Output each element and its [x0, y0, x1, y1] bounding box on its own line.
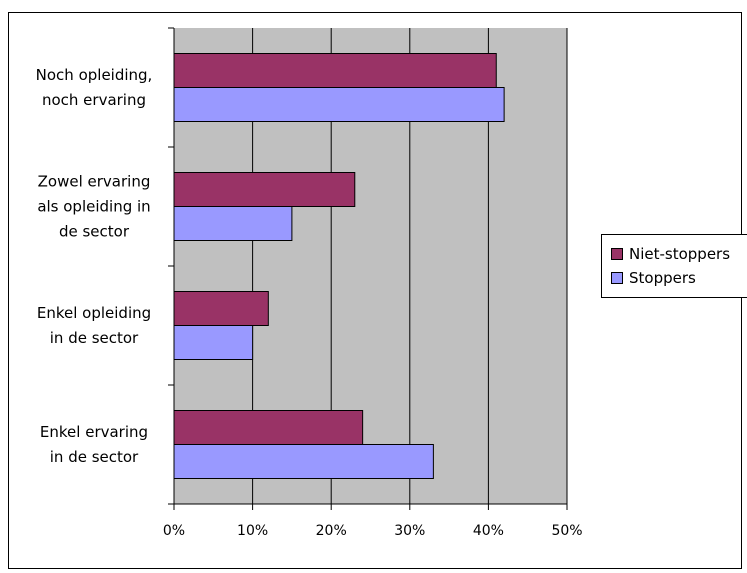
x-tick-label: 20% — [316, 523, 347, 539]
legend: Niet-stoppers Stoppers — [601, 234, 747, 298]
bar-stoppers — [173, 444, 434, 479]
legend-item-niet-stoppers: Niet-stoppers — [611, 242, 747, 266]
x-tick-label: 50% — [551, 523, 582, 539]
legend-swatch-stoppers — [611, 272, 623, 284]
legend-item-stoppers: Stoppers — [611, 266, 747, 290]
x-tick-label: 40% — [473, 523, 504, 539]
bar-niet-stoppers — [173, 291, 269, 326]
category-label: Zowel ervaring — [38, 173, 151, 191]
legend-swatch-niet-stoppers — [611, 248, 623, 260]
category-label: Enkel opleiding — [37, 304, 151, 322]
category-label: Noch opleiding, — [36, 66, 153, 84]
bar-niet-stoppers — [173, 410, 364, 445]
x-tick-label: 30% — [394, 523, 425, 539]
category-label: in de sector — [50, 448, 139, 466]
x-tick-label: 0% — [163, 523, 185, 539]
category-label: noch ervaring — [42, 91, 146, 109]
category-label: als opleiding in — [37, 198, 150, 216]
bar-niet-stoppers — [173, 53, 497, 88]
bar-niet-stoppers — [173, 172, 356, 207]
bar-stoppers — [173, 87, 505, 122]
x-tick-label: 10% — [237, 523, 268, 539]
category-label: Enkel ervaring — [40, 423, 148, 441]
bar-stoppers — [173, 206, 293, 241]
legend-label-stoppers: Stoppers — [629, 269, 696, 287]
bar-stoppers — [173, 325, 254, 360]
category-label: in de sector — [50, 329, 139, 347]
category-label: de sector — [59, 223, 130, 241]
legend-label-niet-stoppers: Niet-stoppers — [629, 245, 731, 263]
